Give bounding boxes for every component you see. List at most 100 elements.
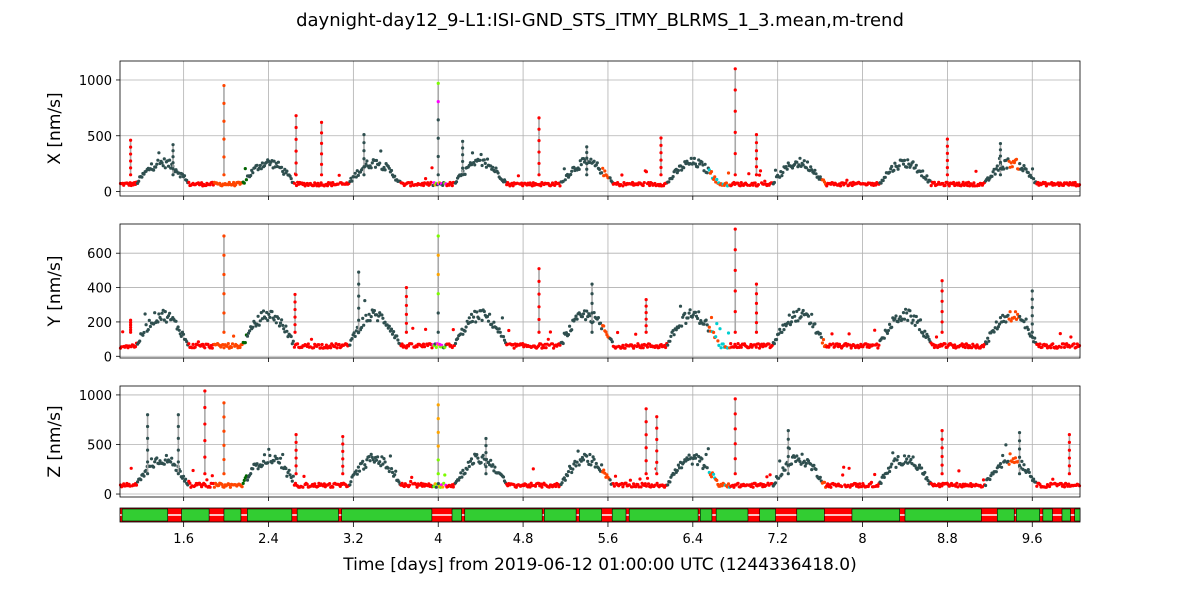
spike-point	[484, 436, 488, 441]
data-point	[144, 323, 148, 327]
spike-point	[293, 330, 297, 334]
segment-on	[223, 508, 242, 522]
data-point	[736, 342, 740, 346]
spike-point	[461, 146, 465, 150]
data-point	[369, 315, 373, 319]
spike-point	[754, 133, 759, 137]
data-point	[316, 181, 320, 185]
data-point	[906, 318, 910, 322]
data-point	[594, 461, 598, 466]
spike-point	[129, 318, 133, 322]
spike-point	[319, 162, 324, 166]
spike-point	[585, 167, 589, 171]
spike-point	[294, 448, 298, 452]
data-point	[266, 318, 270, 322]
data-point	[277, 461, 282, 465]
spike-point	[1067, 440, 1071, 444]
spike-point	[655, 472, 659, 476]
data-point	[291, 474, 295, 478]
data-point	[904, 307, 908, 311]
data-point	[889, 465, 893, 469]
data-point	[896, 167, 900, 171]
spike-point	[319, 120, 324, 124]
data-point	[491, 165, 495, 169]
spike-point	[222, 429, 226, 433]
data-point	[447, 183, 451, 187]
segment-on	[181, 508, 210, 522]
data-point	[350, 179, 354, 183]
data-point	[718, 327, 722, 331]
data-point	[672, 333, 676, 337]
spike-point	[171, 155, 175, 159]
data-point	[994, 320, 998, 324]
spike-point	[537, 150, 541, 154]
data-point	[717, 343, 721, 347]
spike-point	[1017, 463, 1022, 468]
data-point	[178, 175, 182, 179]
data-point	[585, 454, 589, 458]
data-point	[489, 458, 493, 462]
data-point	[453, 341, 458, 346]
data-point	[810, 468, 814, 472]
data-point	[1026, 327, 1030, 332]
data-point	[350, 337, 354, 341]
data-point	[422, 345, 427, 349]
data-point	[933, 343, 938, 347]
data-point	[578, 159, 582, 163]
data-point	[700, 457, 704, 461]
spike-point	[754, 311, 759, 315]
data-point	[1022, 320, 1026, 324]
data-point	[1012, 315, 1017, 319]
spike-point	[655, 437, 659, 442]
y-tick-label: 500	[87, 438, 112, 453]
data-point	[574, 314, 578, 318]
data-point	[480, 163, 484, 168]
spike-point	[733, 427, 737, 431]
data-point	[511, 184, 515, 188]
data-point	[694, 453, 699, 457]
spike-point	[484, 443, 488, 448]
data-point	[1002, 167, 1006, 171]
data-point	[376, 319, 380, 323]
spike-point	[644, 324, 648, 328]
spike-point	[436, 234, 440, 238]
data-point	[908, 309, 912, 313]
spike-point	[436, 330, 440, 334]
spike-point	[644, 330, 648, 334]
spike-point	[203, 455, 207, 459]
data-point	[507, 328, 511, 333]
data-point	[892, 168, 896, 172]
data-point	[691, 313, 695, 317]
spike-point	[293, 300, 297, 304]
data-point	[810, 312, 814, 316]
data-point	[588, 314, 592, 318]
data-point	[410, 180, 414, 184]
data-point	[220, 482, 224, 486]
spike-point	[436, 292, 440, 296]
spike-point	[537, 279, 541, 283]
data-point	[277, 324, 282, 328]
spike-point	[203, 472, 207, 476]
spike-point	[659, 165, 663, 170]
data-point	[639, 485, 643, 489]
data-point	[272, 159, 276, 163]
data-point	[568, 324, 572, 328]
data-point	[267, 447, 271, 451]
data-point	[680, 168, 684, 172]
data-point	[493, 465, 497, 469]
data-point	[292, 345, 296, 349]
data-point	[268, 163, 272, 167]
data-point	[242, 181, 246, 185]
data-point	[1038, 342, 1042, 346]
data-point	[468, 459, 472, 463]
spike-point	[294, 161, 298, 165]
data-point	[847, 332, 851, 336]
data-point	[149, 457, 154, 461]
data-point	[678, 304, 683, 308]
data-point	[424, 177, 428, 181]
segment-on	[1061, 508, 1071, 522]
data-point	[637, 485, 641, 489]
data-point	[442, 481, 446, 485]
spike-point	[341, 457, 345, 461]
data-point	[890, 164, 894, 169]
